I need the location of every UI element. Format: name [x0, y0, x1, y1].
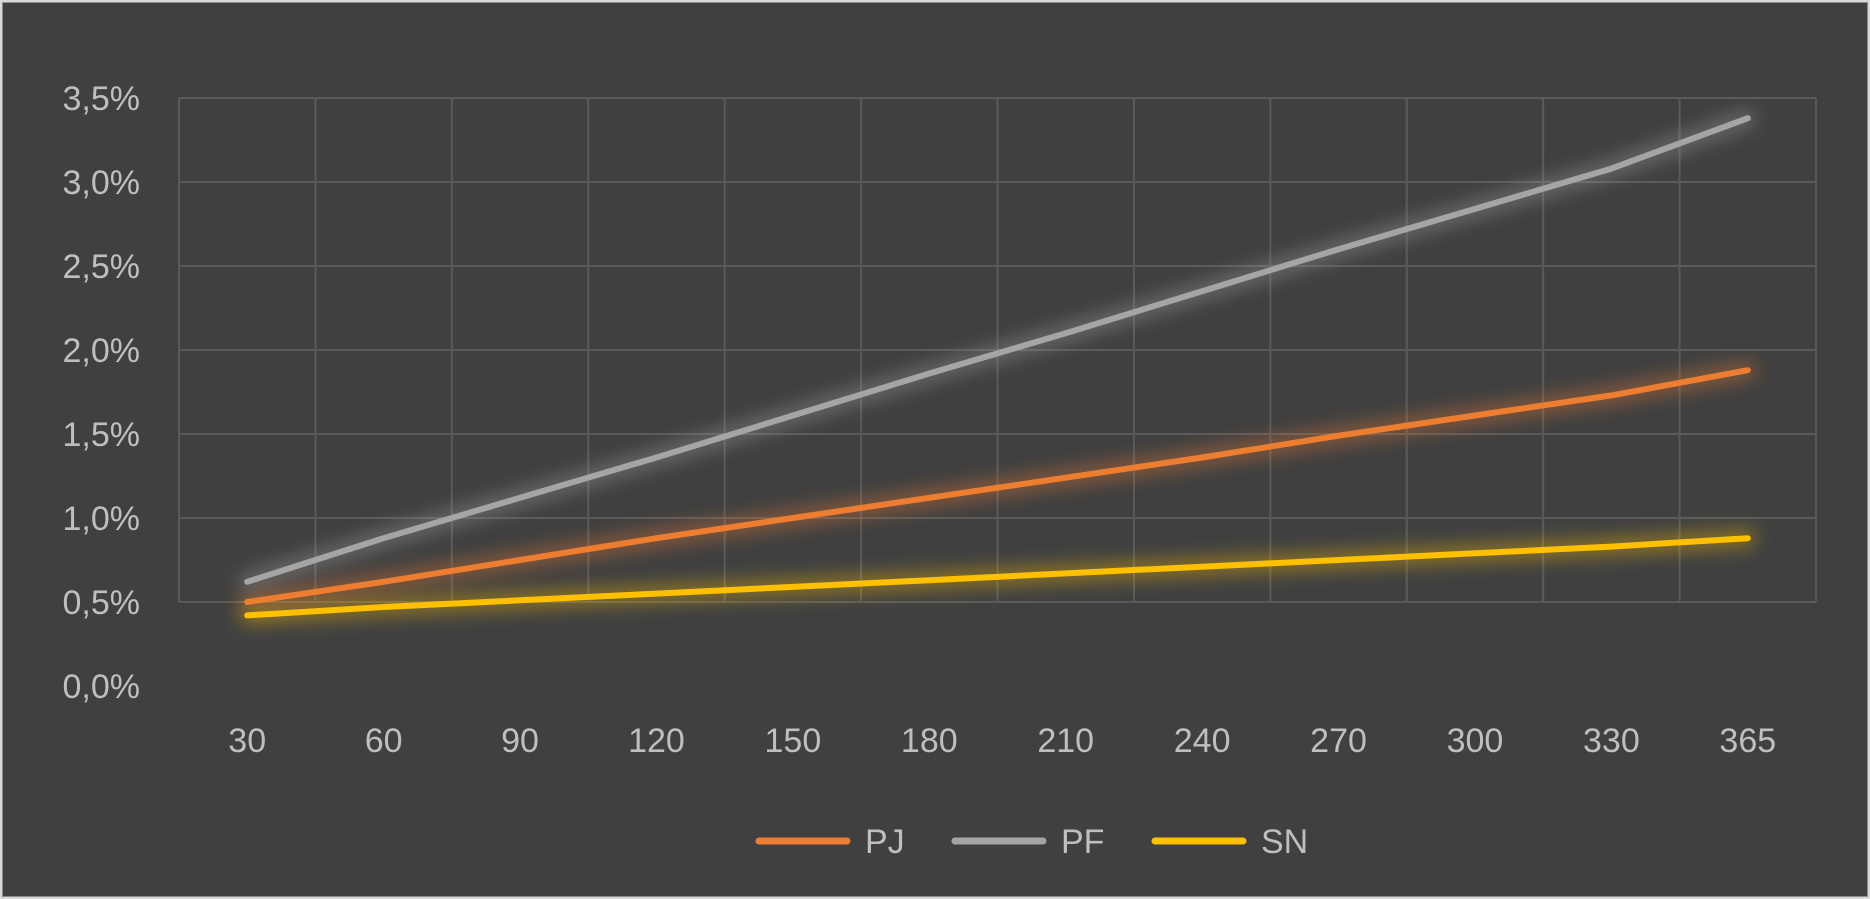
line-chart: 0,0% 0,5% 1,0% 1,5% 2,0% 2,5% 3,0% 3,5% 30 60 90 1… [63, 80, 1817, 861]
x-tick-label: 330 [1583, 722, 1640, 760]
x-axis-tick-labels: 30 60 90 120 150 180 210 240 270 300 330 365 [228, 722, 1776, 760]
y-tick-label: 2,5% [63, 248, 141, 286]
series-lines [244, 115, 1751, 619]
legend: PJ PF SN [755, 823, 1308, 861]
y-axis-tick-labels: 0,0% 0,5% 1,0% 1,5% 2,0% 2,5% 3,0% 3,5% [63, 80, 141, 706]
series-line-sn [244, 535, 1751, 619]
y-tick-label: 1,0% [63, 500, 141, 538]
y-tick-label: 0,0% [63, 668, 141, 706]
legend-label-pf: PF [1061, 823, 1104, 861]
series-line-pj [244, 367, 1751, 605]
y-tick-label: 1,5% [63, 416, 141, 454]
x-tick-label: 120 [628, 722, 685, 760]
y-tick-label: 2,0% [63, 332, 141, 370]
legend-label-sn: SN [1261, 823, 1308, 861]
x-tick-label: 300 [1447, 722, 1504, 760]
x-tick-label: 150 [765, 722, 822, 760]
legend-item-pj: PJ [755, 823, 905, 861]
legend-item-sn: SN [1151, 823, 1308, 861]
x-tick-label: 30 [228, 722, 266, 760]
x-tick-label: 210 [1037, 722, 1094, 760]
x-tick-label: 60 [365, 722, 403, 760]
legend-item-pf: PF [951, 823, 1104, 861]
y-tick-label: 3,5% [63, 80, 141, 118]
y-tick-label: 3,0% [63, 164, 141, 202]
x-tick-label: 180 [901, 722, 958, 760]
x-tick-label: 90 [501, 722, 539, 760]
legend-label-pj: PJ [865, 823, 905, 861]
x-tick-label: 270 [1310, 722, 1367, 760]
series-line-pf [244, 115, 1751, 585]
y-tick-label: 0,5% [63, 584, 141, 622]
x-tick-label: 240 [1174, 722, 1231, 760]
x-tick-label: 365 [1719, 722, 1776, 760]
